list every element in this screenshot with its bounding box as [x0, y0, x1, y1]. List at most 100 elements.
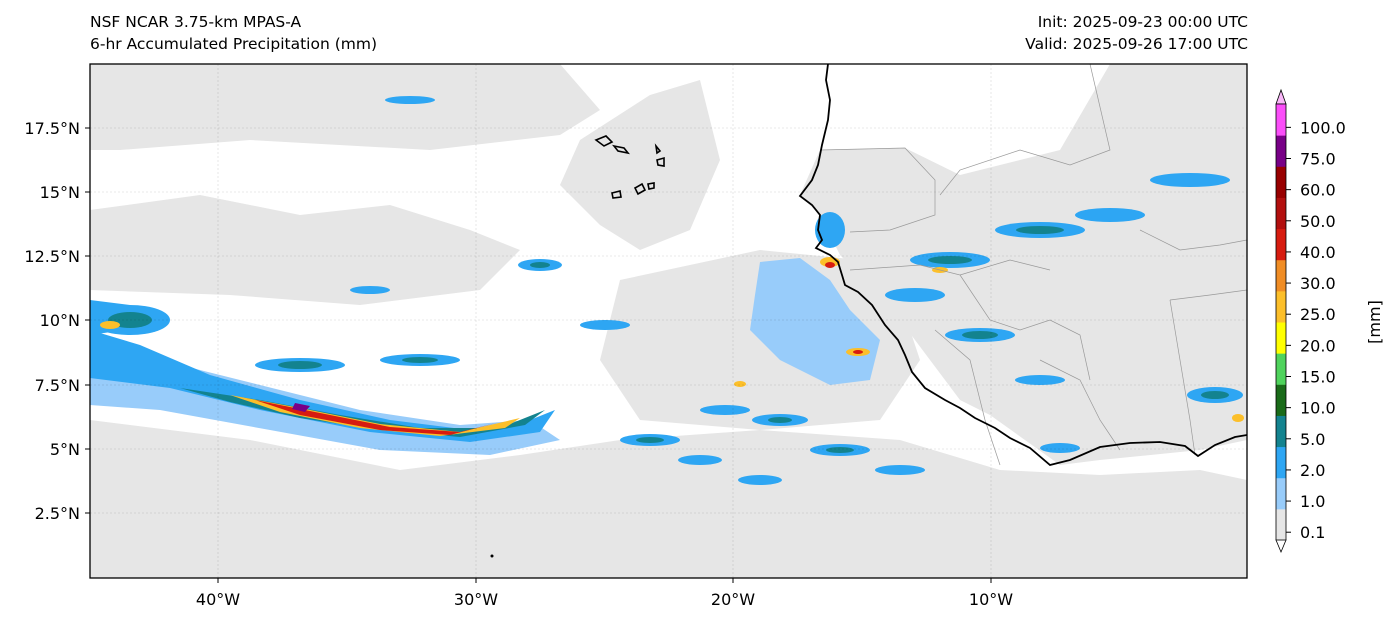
lat-tick-label: 12.5°N — [24, 247, 80, 266]
colorbar-swatch — [1276, 322, 1286, 354]
map-gridlines — [90, 64, 1247, 578]
colorbar-swatch — [1276, 135, 1286, 167]
island — [594, 135, 614, 147]
colorbar-swatch — [1276, 228, 1286, 261]
island — [654, 143, 662, 155]
precip-cell — [962, 331, 998, 339]
precip-cell — [402, 357, 438, 363]
colorbar-level-label: 25.0 — [1300, 305, 1336, 324]
colorbar-swatch — [1276, 259, 1286, 292]
lon-tick-label: 30°W — [454, 590, 498, 609]
map-frame — [89, 63, 1248, 579]
colorbar-min-extend — [1275, 539, 1287, 554]
colorbar-swatch — [1276, 166, 1286, 198]
precip-cell — [826, 447, 854, 453]
precip-region — [560, 80, 720, 250]
precip-scattered-cells — [90, 96, 1244, 485]
precip-region — [90, 64, 600, 150]
colorbar-swatch — [1276, 290, 1286, 323]
precip-cell — [1075, 208, 1145, 222]
precip-cell — [700, 405, 750, 415]
precip-cell — [530, 262, 550, 268]
precip-cell — [885, 288, 945, 302]
island — [647, 182, 655, 190]
colorbar-swatch — [1276, 104, 1286, 136]
colorbar-level-label: 15.0 — [1300, 368, 1336, 387]
colorbar-level-label: 10.0 — [1300, 399, 1336, 418]
lat-tick-label: 7.5°N — [35, 376, 80, 395]
precip-cell — [825, 262, 835, 268]
colorbar-frame — [1275, 103, 1287, 541]
colorbar-swatch — [1276, 197, 1286, 230]
island — [633, 182, 647, 196]
border — [1139, 229, 1247, 251]
border — [1169, 299, 1196, 456]
colorbar-level-label: 30.0 — [1300, 274, 1336, 293]
border — [939, 64, 1111, 196]
precip-cell — [100, 321, 120, 329]
precip-cell — [278, 361, 322, 369]
colorbar-swatch — [1276, 477, 1286, 510]
precip-cell — [580, 320, 630, 330]
init-time: Init: 2025-09-23 00:00 UTC — [1037, 13, 1248, 31]
lat-tick-label: 5°N — [50, 440, 80, 459]
precip-cell — [928, 256, 972, 264]
island — [656, 156, 665, 167]
colorbar-swatch — [1276, 353, 1286, 385]
precip-cell — [875, 465, 925, 475]
border — [819, 147, 936, 233]
precip-cell — [734, 381, 746, 387]
border — [1169, 289, 1247, 301]
colorbar-swatch — [1276, 415, 1286, 448]
latitude-axis: 17.5°N 15°N 12.5°N 10°N 7.5°N 5°N 2.5°N — [24, 119, 90, 523]
precip-cell — [385, 96, 435, 104]
colorbar-level-label: 75.0 — [1300, 150, 1336, 169]
colorbar-level-label: 100.0 — [1300, 118, 1346, 137]
precip-cell — [1016, 226, 1064, 234]
colorbar: 0.1 1.0 2.0 5.0 10.0 15.0 20.0 25.0 30.0 40.0 50.0… — [1275, 88, 1346, 554]
lon-tick-label: 10°W — [969, 590, 1013, 609]
west-africa-coastline — [798, 64, 1247, 466]
coastline — [798, 64, 1247, 466]
precip-cell — [853, 350, 863, 354]
colorbar-swatch — [1276, 446, 1286, 479]
colorbar-swatch — [1276, 384, 1286, 416]
precip-cell — [678, 455, 722, 465]
cape-verde-islands — [594, 135, 665, 199]
header-left: NSF NCAR 3.75-km MPAS-A 6-hr Accumulated… — [90, 11, 377, 55]
precip-region — [90, 420, 1247, 578]
longitude-axis: 40°W 30°W 20°W 10°W — [196, 578, 1013, 609]
island — [611, 190, 622, 199]
colorbar-max-extend — [1275, 88, 1287, 105]
precip-region — [292, 403, 310, 412]
border — [934, 329, 1001, 466]
precip-cell — [1015, 375, 1065, 385]
precip-region — [800, 64, 1247, 578]
lon-tick-label: 40°W — [196, 590, 240, 609]
product-title: 6-hr Accumulated Precipitation (mm) — [90, 35, 377, 53]
colorbar-level-label: 60.0 — [1300, 181, 1336, 200]
lon-tick-label: 20°W — [711, 590, 755, 609]
precip-cell — [738, 475, 782, 485]
precip-cell — [1201, 391, 1229, 399]
colorbar-level-label: 2.0 — [1300, 461, 1325, 480]
precip-cell — [1150, 173, 1230, 187]
precip-cell — [636, 437, 664, 443]
precip-cell — [1232, 414, 1244, 422]
border — [959, 274, 1091, 381]
lat-tick-label: 17.5°N — [24, 119, 80, 138]
lat-tick-label: 15°N — [40, 183, 80, 202]
lat-tick-label: 2.5°N — [35, 504, 80, 523]
border — [1039, 359, 1121, 451]
map-plot-area — [90, 64, 1247, 578]
precip-heavy-core — [230, 395, 520, 436]
precip-cell — [768, 417, 792, 423]
precip-region — [255, 400, 500, 435]
colorbar-level-label: 20.0 — [1300, 336, 1336, 355]
small-island — [490, 554, 494, 558]
lat-tick-label: 10°N — [40, 311, 80, 330]
colorbar-level-label: 5.0 — [1300, 430, 1325, 449]
valid-time: Valid: 2025-09-26 17:00 UTC — [1025, 35, 1248, 53]
colorbar-level-label: 40.0 — [1300, 243, 1336, 262]
header-right: Init: 2025-09-23 00:00 UTC Valid: 2025-0… — [1025, 11, 1248, 55]
